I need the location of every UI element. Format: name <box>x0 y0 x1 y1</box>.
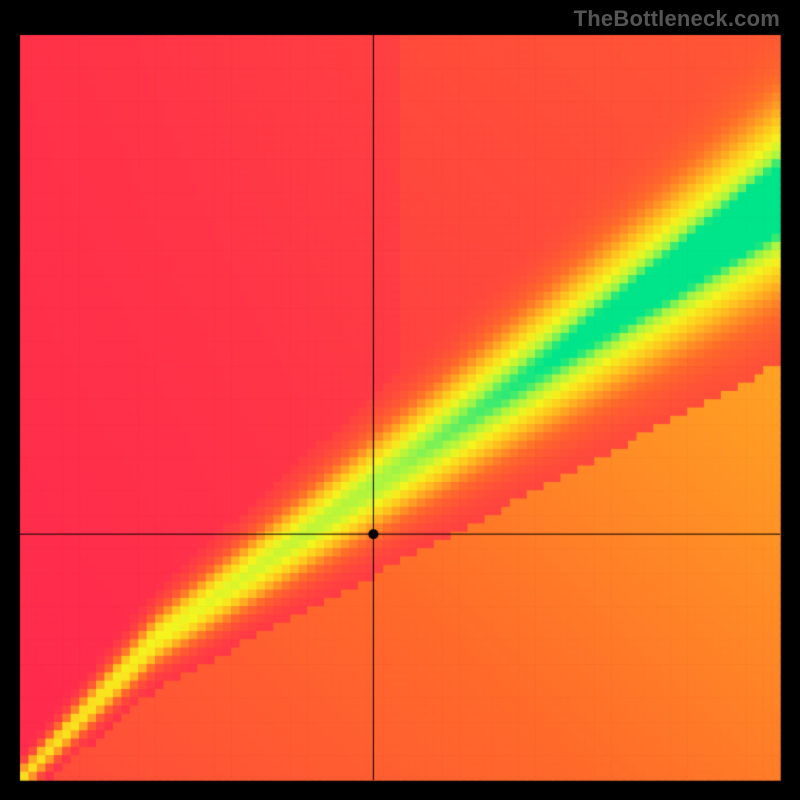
watermark-text: TheBottleneck.com <box>574 6 780 32</box>
heatmap-canvas <box>0 0 800 800</box>
chart-container: TheBottleneck.com <box>0 0 800 800</box>
